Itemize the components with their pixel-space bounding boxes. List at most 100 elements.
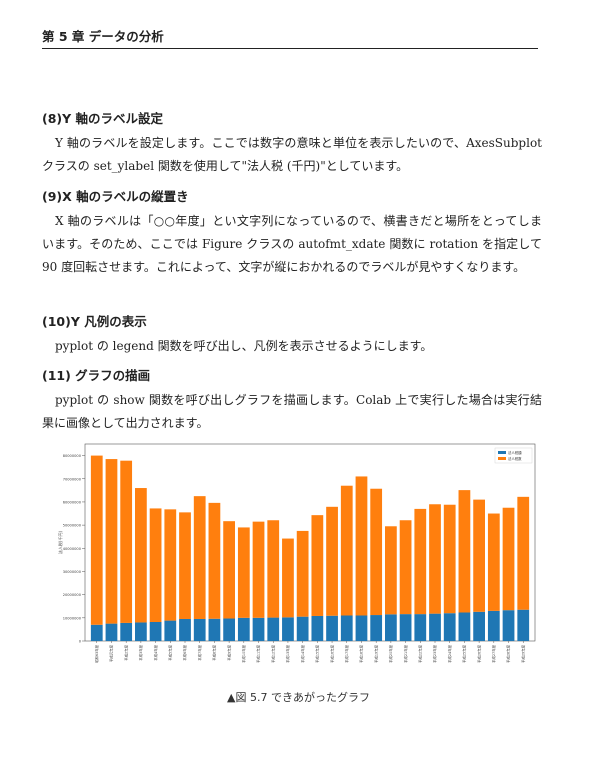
bar-6-series-1 bbox=[164, 620, 177, 641]
bar-3-series-2 bbox=[120, 460, 133, 623]
x-tick-label: 平成5年度 bbox=[167, 644, 172, 660]
stacked-bar-chart: 0 10000000 20000000 30000000 40000000 5000000… bbox=[57, 443, 536, 663]
section-body: pyplot の show 関数を呼び出しグラフを描画します。Colab 上で実… bbox=[42, 393, 542, 430]
section-xlabel-rotation: (9)X 軸のラベルの縦置き X 軸のラベルは「○○年度」とい文字列になっている… bbox=[42, 186, 542, 279]
bar-1-series-1 bbox=[90, 624, 103, 641]
y-tick-label: 50000000 bbox=[63, 524, 82, 528]
x-tick-label: 平成22年度 bbox=[417, 644, 422, 662]
bar-14-series-2 bbox=[282, 538, 294, 618]
bar-5-series-2 bbox=[149, 508, 162, 622]
bar-28-series-1 bbox=[487, 610, 500, 641]
bar-9-series-2 bbox=[208, 502, 221, 619]
legend-swatch bbox=[498, 451, 506, 454]
bar-3-series-1 bbox=[120, 622, 133, 641]
section-heading: (9)X 軸のラベルの縦置き bbox=[42, 189, 189, 204]
x-tick-label: 昭和63年度 bbox=[94, 644, 99, 662]
y-tick-label: 0 bbox=[79, 640, 82, 644]
bar-11-series-1 bbox=[237, 617, 250, 641]
bar-15-series-1 bbox=[296, 616, 309, 641]
bar-29-series-2 bbox=[502, 507, 515, 611]
y-tick-label: 70000000 bbox=[63, 477, 82, 481]
bar-18-series-1 bbox=[340, 615, 353, 641]
bar-21-series-2 bbox=[385, 526, 397, 615]
bar-10-series-2 bbox=[223, 521, 235, 619]
bar-6-series-2 bbox=[164, 509, 177, 621]
bar-18-series-2 bbox=[340, 485, 353, 616]
bar-2-series-2 bbox=[105, 459, 118, 624]
bar-14-series-1 bbox=[282, 617, 294, 641]
section-show: (11) グラフの描画 pyplot の show 関数を呼び出しグラフを描画し… bbox=[42, 365, 542, 435]
bar-17-series-2 bbox=[326, 506, 338, 616]
x-tick-label: 平成6年度 bbox=[182, 644, 187, 660]
y-tick-label: 20000000 bbox=[63, 593, 82, 597]
bar-16-series-1 bbox=[311, 615, 324, 641]
bar-12-series-2 bbox=[252, 521, 265, 618]
section-heading: (8)Y 軸のラベル設定 bbox=[42, 111, 164, 126]
x-tick-label: 平成27年度 bbox=[491, 644, 496, 662]
bar-28-series-2 bbox=[487, 513, 500, 611]
x-tick-label: 平成16年度 bbox=[329, 644, 334, 662]
bar-27-series-1 bbox=[473, 611, 485, 641]
bar-15-series-2 bbox=[296, 530, 309, 617]
x-tick-label: 平成4年度 bbox=[153, 644, 158, 660]
bar-30-series-1 bbox=[517, 609, 530, 641]
bar-26-series-1 bbox=[458, 612, 471, 641]
y-tick-label: 80000000 bbox=[63, 454, 82, 458]
y-tick-label: 10000000 bbox=[63, 616, 82, 620]
bar-4-series-1 bbox=[135, 622, 147, 641]
bar-26-series-2 bbox=[458, 490, 471, 613]
bar-16-series-2 bbox=[311, 515, 324, 616]
x-tick-label: 平成23年度 bbox=[432, 644, 437, 662]
section-ylabel: (8)Y 軸のラベル設定 Y 軸のラベルを設定します。ここでは数字の意味と単位を… bbox=[42, 108, 542, 178]
legend-swatch bbox=[498, 457, 506, 460]
x-tick-label: 平成24年度 bbox=[447, 644, 452, 662]
x-tick-label: 平成28年度 bbox=[506, 644, 511, 662]
x-tick-label: 平成19年度 bbox=[373, 644, 378, 662]
x-tick-label: 平成14年度 bbox=[300, 644, 305, 662]
bar-5-series-1 bbox=[149, 621, 162, 641]
bar-1-series-2 bbox=[90, 455, 103, 625]
bar-20-series-1 bbox=[370, 615, 383, 641]
section-heading: (11) グラフの描画 bbox=[42, 368, 151, 383]
bar-20-series-2 bbox=[370, 488, 383, 616]
bar-13-series-1 bbox=[267, 617, 280, 641]
y-tick-label: 60000000 bbox=[63, 500, 82, 504]
x-tick-label: 平成17年度 bbox=[344, 644, 349, 662]
y-axis-label: 法人税(千円) bbox=[57, 531, 63, 555]
x-tick-label: 平成11年度 bbox=[256, 644, 261, 662]
bar-21-series-1 bbox=[385, 614, 397, 641]
x-tick-label: 平成10年度 bbox=[241, 644, 246, 662]
bar-2-series-1 bbox=[105, 623, 118, 641]
bar-11-series-2 bbox=[237, 527, 250, 618]
section-body: pyplot の legend 関数を呼び出し、凡例を表示させるようにします。 bbox=[55, 339, 433, 353]
x-tick-label: 平成18年度 bbox=[359, 644, 364, 662]
x-tick-label: 平成9年度 bbox=[226, 644, 231, 660]
legend-label: 法人税数 bbox=[508, 456, 522, 461]
x-tick-label: 平成元年度 bbox=[109, 644, 114, 662]
bar-13-series-2 bbox=[267, 520, 280, 618]
bar-23-series-1 bbox=[414, 614, 427, 641]
bar-27-series-2 bbox=[473, 499, 485, 612]
bar-24-series-2 bbox=[429, 504, 441, 614]
bar-4-series-2 bbox=[135, 488, 147, 623]
x-tick-label: 平成7年度 bbox=[197, 644, 202, 660]
y-tick-label: 30000000 bbox=[63, 570, 82, 574]
figure-caption: ▲図 5.7 できあがったグラフ bbox=[227, 691, 370, 704]
x-tick-label: 平成15年度 bbox=[315, 644, 320, 662]
section-heading: (10)Y 凡例の表示 bbox=[42, 314, 147, 329]
bar-19-series-1 bbox=[355, 615, 368, 641]
y-tick-label: 40000000 bbox=[63, 547, 82, 551]
bar-25-series-2 bbox=[443, 504, 456, 614]
bar-22-series-1 bbox=[399, 614, 412, 641]
bar-9-series-1 bbox=[208, 618, 221, 641]
bar-19-series-2 bbox=[355, 476, 368, 616]
x-tick-label: 平成25年度 bbox=[462, 644, 467, 662]
figure-chart: 0 10000000 20000000 30000000 40000000 5000000… bbox=[52, 440, 540, 680]
bar-10-series-1 bbox=[223, 618, 235, 641]
bar-17-series-1 bbox=[326, 615, 338, 641]
bar-7-series-1 bbox=[179, 618, 191, 641]
bar-23-series-2 bbox=[414, 508, 427, 615]
legend-label: 法人税額 bbox=[508, 450, 522, 455]
section-legend: (10)Y 凡例の表示 pyplot の legend 関数を呼び出し、凡例を表… bbox=[42, 311, 542, 358]
section-body: Y 軸のラベルを設定します。ここでは数字の意味と単位を表示したいので、AxesS… bbox=[42, 136, 542, 173]
